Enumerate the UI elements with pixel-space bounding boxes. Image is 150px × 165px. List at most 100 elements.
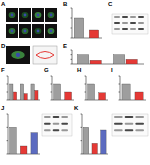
y-tick	[85, 84, 87, 85]
y-tick	[71, 64, 73, 65]
cell	[48, 12, 55, 18]
blot	[112, 114, 148, 136]
y-tick	[119, 100, 121, 101]
cell	[9, 28, 16, 34]
micrograph	[32, 8, 44, 22]
blot-band	[138, 16, 144, 18]
bars	[88, 84, 106, 100]
bar	[92, 143, 97, 154]
y-tick	[7, 154, 9, 155]
nucleus	[50, 14, 53, 17]
y-tick	[7, 84, 9, 85]
y-axis	[120, 76, 121, 100]
micrograph	[6, 8, 18, 22]
bar	[24, 94, 27, 100]
y-tick	[71, 59, 73, 60]
blot-band	[61, 116, 68, 118]
blot-band	[53, 116, 60, 118]
bars	[74, 18, 98, 38]
nucleus	[50, 30, 53, 33]
bar	[89, 30, 98, 38]
y-tick	[7, 127, 9, 128]
bars	[83, 127, 106, 154]
cell	[22, 12, 29, 18]
bar	[35, 90, 38, 100]
bar	[20, 146, 27, 154]
cell	[22, 28, 29, 34]
blot-band	[130, 28, 136, 30]
blot-band	[122, 28, 128, 30]
bar	[83, 127, 88, 154]
y-axis	[82, 114, 83, 154]
micrograph	[45, 8, 57, 22]
y-tick	[119, 76, 121, 77]
blot-band	[61, 123, 68, 125]
nucleus	[37, 14, 40, 17]
micrograph	[32, 24, 44, 38]
y-tick	[7, 100, 9, 101]
blot-band	[138, 22, 144, 24]
bars	[77, 55, 137, 64]
chart	[81, 114, 109, 154]
y-tick	[51, 84, 53, 85]
cell	[11, 51, 24, 59]
panel-label: E	[63, 43, 67, 49]
y-tick	[85, 100, 87, 101]
y-tick	[119, 84, 121, 85]
y-tick	[85, 92, 87, 93]
blot-band	[114, 16, 120, 18]
y-tick	[71, 18, 73, 19]
y-tick	[51, 100, 53, 101]
micrograph	[6, 46, 30, 64]
bar	[31, 133, 38, 154]
bar	[126, 59, 137, 64]
y-tick	[81, 114, 83, 115]
blot-band	[44, 123, 51, 125]
blot-band	[114, 22, 120, 24]
blot-band	[130, 16, 136, 18]
bar	[10, 84, 13, 100]
blot-band	[125, 116, 134, 118]
bar	[65, 92, 72, 100]
y-tick	[71, 8, 73, 9]
y-tick	[71, 28, 73, 29]
cell	[35, 28, 42, 34]
blot-band	[122, 22, 128, 24]
nucleus	[16, 53, 20, 57]
bar	[101, 130, 106, 154]
blot-band	[114, 28, 120, 30]
bar	[135, 92, 143, 100]
blot-band	[114, 123, 123, 125]
bars	[10, 127, 38, 154]
y-tick	[81, 127, 83, 128]
blot	[112, 14, 148, 34]
bar	[13, 92, 16, 100]
y-tick	[7, 76, 9, 77]
diagram-shape	[36, 52, 54, 59]
panel-label: C	[108, 1, 113, 7]
bar	[113, 55, 124, 64]
blot-band	[44, 116, 51, 118]
chart	[71, 8, 103, 38]
panel-label: B	[63, 1, 68, 7]
nucleus	[11, 14, 14, 17]
blot-band	[61, 129, 68, 131]
panel-label: F	[1, 67, 5, 73]
y-tick	[81, 140, 83, 141]
blot-band	[125, 123, 134, 125]
y-tick	[85, 76, 87, 77]
y-tick	[51, 76, 53, 77]
chart	[7, 114, 41, 154]
blot-band	[125, 129, 134, 131]
blot-band	[135, 116, 144, 118]
bar	[99, 93, 106, 100]
micrograph	[45, 24, 57, 38]
panel-label: D	[1, 43, 6, 49]
y-axis	[52, 76, 53, 100]
y-axis	[72, 50, 73, 64]
panel-label: J	[1, 105, 4, 111]
nucleus	[24, 30, 27, 33]
y-axis	[8, 114, 9, 154]
blot-band	[53, 123, 60, 125]
y-tick	[71, 54, 73, 55]
